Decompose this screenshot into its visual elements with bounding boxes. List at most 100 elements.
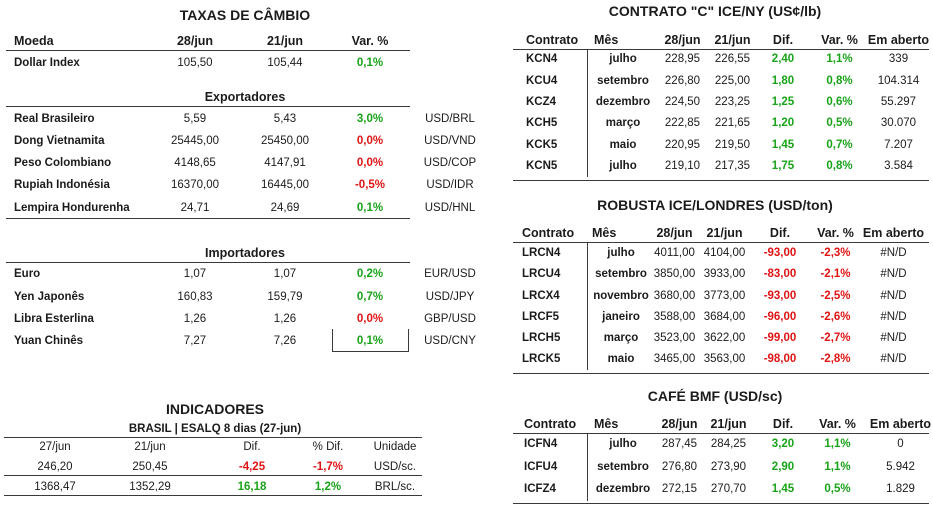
importer-pair: EUR/USD	[424, 268, 476, 280]
arabica-d2: 226,55	[714, 53, 751, 65]
robusta-month: janeiro	[602, 311, 640, 323]
importer-name: Yen Japonês	[14, 291, 85, 303]
exporters-bottom-rule	[6, 218, 410, 219]
arabica-var: 0,8%	[826, 75, 853, 87]
arabica-d1: 228,95	[664, 53, 701, 65]
exporter-var: 0,0%	[356, 157, 384, 169]
bmf-contract: ICFN4	[524, 438, 558, 450]
arabica-var: 0,5%	[826, 117, 853, 129]
arabica-var: 0,8%	[826, 160, 853, 172]
robusta-header-var: Var. %	[817, 226, 854, 240]
bmf-dif: 3,20	[771, 438, 795, 450]
bmf-dif: 1,45	[771, 483, 795, 495]
exporter-var: 3,0%	[356, 113, 384, 125]
robusta-oi: #N/D	[880, 311, 907, 323]
indicator-d2: 250,45	[132, 461, 168, 473]
arabica-oi: 30.070	[880, 117, 917, 129]
arabica-month: julho	[609, 53, 637, 65]
indicators-row-rule	[4, 475, 422, 476]
indicator-dif: 16,18	[237, 481, 267, 493]
indicators-bottom-rule	[4, 495, 422, 496]
robusta-header-dif: Dif.	[769, 226, 791, 240]
bmf-oi: 5.942	[886, 461, 915, 473]
robusta-var: -2,7%	[820, 332, 851, 344]
arabica-d1: 220,95	[664, 139, 701, 151]
exporter-d2: 4147,91	[264, 157, 306, 169]
bmf-header-oi: Em aberto	[869, 417, 932, 431]
arabica-oi: 339	[888, 53, 909, 65]
arabica-var: 1,1%	[826, 53, 853, 65]
bmf-var: 1,1%	[824, 438, 851, 450]
dollar-index-d2: 105,44	[267, 57, 303, 69]
exporter-d1: 24,71	[180, 202, 210, 214]
indicators-header-unit: Unidade	[373, 441, 417, 453]
arabica-header-dif: Dif.	[772, 33, 794, 47]
robusta-contract: LRCK5	[522, 353, 561, 365]
robusta-month: maio	[607, 353, 635, 365]
robusta-bottom-rule	[513, 373, 929, 374]
bmf-month: dezembro	[595, 483, 651, 495]
bmf-left-divider	[587, 433, 588, 501]
exporter-pair: USD/IDR	[426, 179, 474, 191]
dollar-index-name: Dollar Index	[14, 57, 80, 69]
bmf-d1: 276,80	[661, 461, 698, 473]
indicator-dif: -4,25	[238, 461, 266, 473]
robusta-d1: 3680,00	[653, 290, 696, 302]
arabica-d1: 219,10	[664, 160, 701, 172]
exporter-d1: 4148,65	[174, 157, 216, 169]
importer-pair: USD/CNY	[424, 335, 476, 347]
arabica-d2: 221,65	[714, 117, 751, 129]
bmf-contract: ICFU4	[524, 461, 558, 473]
robusta-var: -2,5%	[820, 290, 851, 302]
fx-header-rule	[6, 50, 410, 51]
bmf-title: CAFÉ BMF (USD/sc)	[647, 388, 783, 404]
arabica-dif: 1,20	[771, 117, 795, 129]
importer-name: Euro	[14, 268, 41, 280]
indicators-header-d2: 21/jun	[134, 441, 166, 453]
exporter-pair: USD/VND	[424, 135, 476, 147]
indicators-title: INDICADORES	[165, 401, 264, 417]
arabica-contract: KCU4	[526, 75, 558, 87]
arabica-contract: KCH5	[526, 117, 558, 129]
exporter-d1: 25445,00	[171, 135, 219, 147]
exporter-name: Peso Colombiano	[14, 157, 112, 169]
robusta-d2: 3933,00	[703, 268, 746, 280]
importer-d2: 1,07	[273, 268, 297, 280]
robusta-title: ROBUSTA ICE/LONDRES (USD/ton)	[597, 197, 833, 213]
arabica-var: 0,6%	[826, 96, 853, 108]
arabica-dif: 1,80	[771, 75, 795, 87]
arabica-header-d2: 21/jun	[714, 33, 751, 47]
indicator-pct: -1,7%	[312, 461, 344, 473]
robusta-oi: #N/D	[880, 332, 907, 344]
importer-var: 0,0%	[356, 313, 384, 325]
robusta-dif: -96,00	[763, 311, 797, 323]
exporter-d2: 24,69	[270, 202, 300, 214]
importers-bottom-rule	[332, 351, 409, 352]
arabica-month: setembro	[597, 75, 649, 87]
indicator-pct: 1,2%	[314, 481, 342, 493]
arabica-oi: 55.297	[880, 96, 917, 108]
fx-title: TAXAS DE CÂMBIO	[179, 7, 311, 23]
robusta-oi: #N/D	[880, 247, 907, 259]
arabica-oi: 104.314	[877, 75, 920, 87]
exporters-title: Exportadores	[204, 90, 286, 104]
arabica-d1: 226,80	[664, 75, 701, 87]
arabica-dif: 1,75	[771, 160, 795, 172]
bmf-oi: 0	[897, 438, 904, 450]
importer-d1: 160,83	[177, 291, 213, 303]
robusta-contract: LRCU4	[522, 268, 561, 280]
exporter-var: -0,5%	[354, 179, 386, 191]
exporter-pair: USD/BRL	[425, 113, 475, 125]
importer-d2: 159,79	[267, 291, 303, 303]
indicators-subtitle-rule	[4, 437, 422, 438]
robusta-d2: 3622,00	[703, 332, 746, 344]
robusta-d2: 3563,00	[703, 353, 746, 365]
bmf-header-dif: Dif.	[772, 417, 794, 431]
arabica-header-rule	[513, 49, 929, 50]
robusta-d1: 3465,00	[653, 353, 696, 365]
arabica-dif: 2,40	[771, 53, 795, 65]
indicators-subtitle: BRASIL | ESALQ 8 dias (27-jun)	[128, 423, 302, 435]
exporters-rule	[6, 106, 410, 107]
exporter-d1: 5,59	[183, 113, 207, 125]
indicator-unit: USD/sc.	[373, 461, 417, 473]
